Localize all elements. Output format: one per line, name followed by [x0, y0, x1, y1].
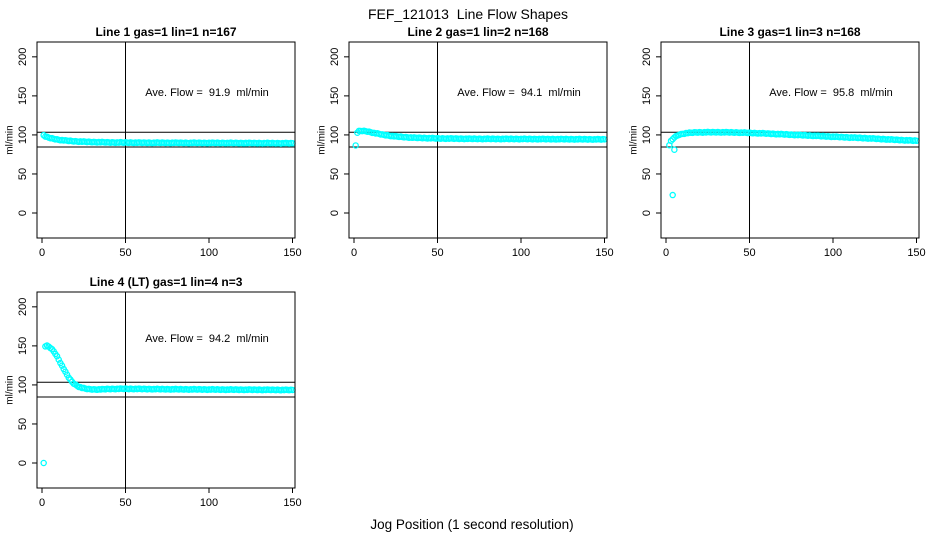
y-tick-label: 50 — [329, 168, 341, 180]
data-point — [667, 137, 675, 145]
x-tick-label: 150 — [595, 247, 613, 259]
ave-flow-annotation-line4: Ave. Flow = 94.2 ml/min — [145, 333, 269, 345]
x-tick-label: 50 — [743, 247, 755, 259]
y-tick-label: 0 — [641, 210, 653, 216]
y-axis-label-line2: ml/min — [316, 125, 328, 155]
plot-box — [348, 41, 608, 239]
y-tick-label: 200 — [17, 48, 29, 66]
data-point — [53, 352, 61, 360]
subplot-title-line3: Line 3 gas=1 lin=3 n=168 — [719, 25, 861, 39]
x-tick-label: 150 — [283, 497, 301, 509]
x-tick-label: 100 — [200, 247, 218, 259]
y-tick-label: 150 — [17, 87, 29, 105]
x-tick-label: 50 — [431, 247, 443, 259]
x-tick-label: 150 — [283, 247, 301, 259]
ave-flow-annotation-line3: Ave. Flow = 95.8 ml/min — [769, 87, 893, 99]
y-axis-label-line4: ml/min — [4, 375, 16, 405]
y-tick-label: 0 — [329, 210, 341, 216]
y-tick-label: 150 — [17, 337, 29, 355]
y-tick-label: 50 — [17, 168, 29, 180]
subplot-line3: 0 50 100 150 0 50 100 150 200 — [641, 41, 926, 259]
data-points — [352, 127, 608, 149]
x-tick-label: 50 — [119, 247, 131, 259]
ave-flow-annotation-line1: Ave. Flow = 91.9 ml/min — [145, 87, 269, 99]
y-tick-label: 50 — [641, 168, 653, 180]
x-tick-label: 100 — [824, 247, 842, 259]
data-point — [40, 131, 47, 139]
plot-box — [660, 41, 920, 239]
subplot-line2: 0 50 100 150 0 50 100 150 200 — [329, 41, 614, 259]
y-tick-label: 200 — [641, 48, 653, 66]
y-axis-label-line1: ml/min — [4, 125, 16, 155]
subplot-line4: 0 50 100 150 0 50 100 150 200 — [17, 291, 302, 509]
outlier-point — [671, 146, 678, 154]
data-point — [55, 356, 62, 363]
x-tick-label: 150 — [907, 247, 925, 259]
subplot-title-line1: Line 1 gas=1 lin=1 n=167 — [95, 25, 237, 39]
y-tick-label: 0 — [17, 210, 29, 216]
outlier-point — [40, 459, 47, 467]
data-point — [58, 362, 66, 369]
x-tick-label: 50 — [119, 497, 131, 509]
y-tick-label: 200 — [17, 298, 29, 316]
data-points — [40, 342, 296, 467]
x-tick-label: 0 — [351, 247, 357, 259]
plot-box — [36, 291, 296, 489]
x-tick-label: 100 — [512, 247, 530, 259]
subplot-title-line2: Line 2 gas=1 lin=2 n=168 — [407, 25, 549, 39]
y-tick-label: 50 — [17, 418, 29, 430]
y-tick-label: 100 — [329, 126, 341, 144]
outlier-point — [669, 191, 676, 199]
y-axis-label-line3: ml/min — [628, 125, 640, 155]
data-points — [40, 131, 296, 147]
x-tick-label: 0 — [39, 497, 45, 509]
ave-flow-annotation-line2: Ave. Flow = 94.1 ml/min — [457, 87, 581, 99]
y-tick-label: 150 — [641, 87, 653, 105]
subplot-title-line4: Line 4 (LT) gas=1 lin=4 n=3 — [89, 275, 243, 289]
y-tick-label: 200 — [329, 48, 341, 66]
page-title: FEF_121013 Line Flow Shapes — [367, 6, 569, 22]
plot-box — [36, 41, 296, 239]
data-points — [666, 128, 920, 199]
x-tick-label: 100 — [200, 497, 218, 509]
x-axis-label: Jog Position (1 second resolution) — [370, 517, 574, 532]
y-tick-label: 0 — [17, 460, 29, 466]
x-tick-label: 0 — [39, 247, 45, 259]
y-tick-label: 100 — [641, 126, 653, 144]
outlier-point — [352, 142, 359, 149]
y-tick-label: 100 — [17, 126, 29, 144]
x-tick-label: 0 — [663, 247, 669, 259]
subplot-line1: 0 50 100 150 0 50 100 150 200 — [17, 41, 302, 259]
y-tick-label: 100 — [17, 376, 29, 394]
y-tick-label: 150 — [329, 87, 341, 105]
